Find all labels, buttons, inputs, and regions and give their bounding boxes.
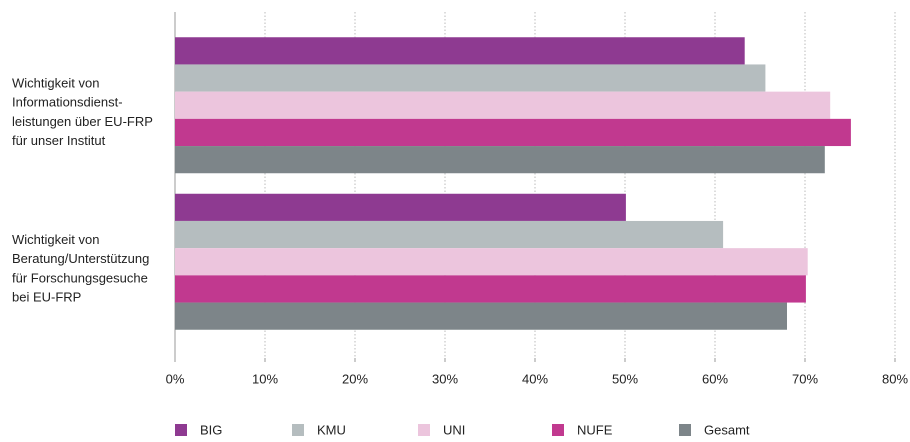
- x-tick-label: 30%: [432, 371, 458, 386]
- x-tick-label: 70%: [792, 371, 818, 386]
- legend-swatch: [679, 424, 691, 436]
- legend-swatch: [292, 424, 304, 436]
- legend-label: KMU: [317, 422, 346, 437]
- legend-swatch: [418, 424, 430, 436]
- bar: [175, 37, 745, 65]
- x-tick-label: 0%: [166, 371, 185, 386]
- bar: [175, 193, 626, 221]
- category-label: Wichtigkeit von Beratung/Unterstützung für…: [12, 232, 149, 305]
- bar: [175, 118, 851, 147]
- legend-label: UNI: [443, 422, 465, 437]
- legend-swatch: [552, 424, 564, 436]
- x-tick-label: 10%: [252, 371, 278, 386]
- bar: [175, 64, 766, 92]
- bar: [175, 248, 808, 276]
- bar: [175, 302, 787, 330]
- legend-label: Gesamt: [704, 422, 750, 437]
- x-tick-label: 80%: [882, 371, 908, 386]
- category-label: Wichtigkeit von Informationsdienst-leistu…: [12, 76, 153, 149]
- bar: [175, 146, 825, 174]
- bar: [175, 275, 806, 303]
- legend-label: NUFE: [577, 422, 613, 437]
- x-tick-label: 40%: [522, 371, 548, 386]
- x-tick-label: 20%: [342, 371, 368, 386]
- x-tick-label: 60%: [702, 371, 728, 386]
- legend-swatch: [175, 424, 187, 436]
- bar: [175, 91, 831, 119]
- x-tick-label: 50%: [612, 371, 638, 386]
- legend-label: BIG: [200, 422, 222, 437]
- bar: [175, 220, 724, 249]
